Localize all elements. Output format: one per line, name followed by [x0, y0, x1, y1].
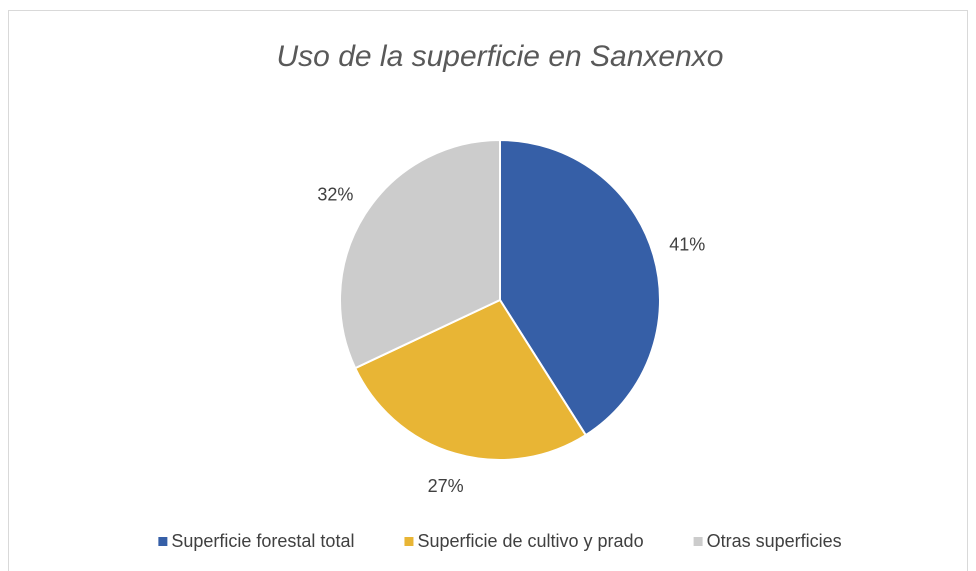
data-label: 27% [428, 476, 464, 496]
legend-label: Superficie de cultivo y prado [417, 531, 643, 551]
data-label: 41% [669, 234, 705, 254]
legend-swatch [693, 537, 703, 546]
legend-label: Otras superficies [707, 531, 842, 551]
legend-label: Superficie forestal total [171, 531, 354, 551]
legend-swatch [158, 537, 168, 546]
pie-slice [353, 298, 588, 461]
data-label: 32% [317, 184, 353, 204]
legend-swatch [404, 537, 414, 546]
pie-slice [339, 138, 501, 370]
chart-title: Uso de la superficie en Sanxenxo [277, 40, 724, 73]
